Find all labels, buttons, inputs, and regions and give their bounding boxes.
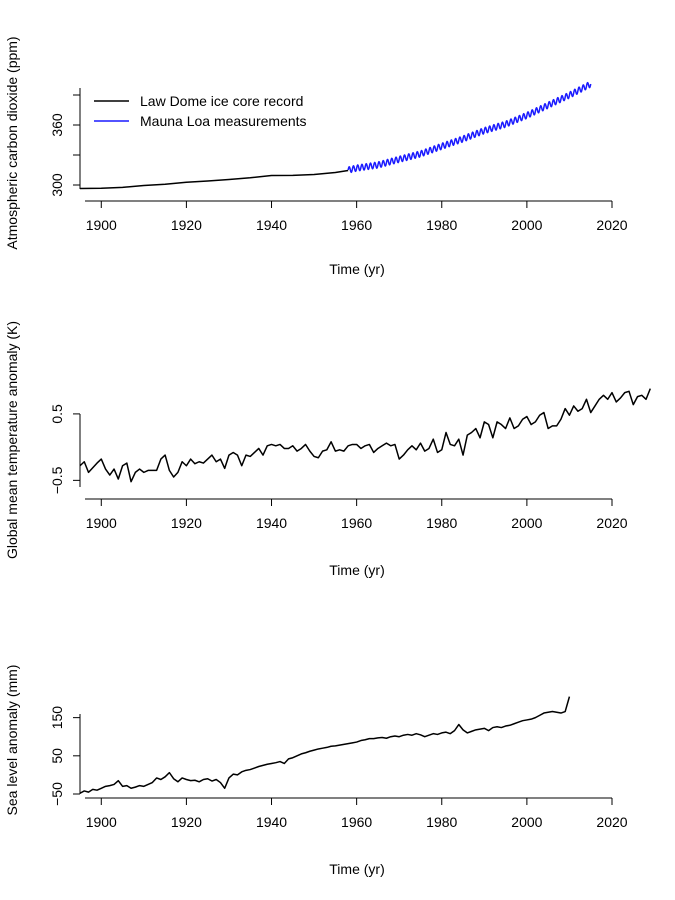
legend-label-mauna-loa: Mauna Loa measurements (140, 113, 307, 129)
temp-lines (79, 388, 651, 483)
co2-legend: Law Dome ice core record Mauna Loa measu… (94, 93, 307, 129)
co2-lines (79, 81, 592, 190)
sea-x-ticks: 1900 1920 1940 1960 1980 2000 2020 (86, 798, 628, 830)
sea-x-tick-label-2000: 2000 (511, 814, 542, 830)
temp-x-ticks: 1900 1920 1940 1960 1980 2000 2020 (86, 499, 628, 531)
sea-series-line-0 (79, 696, 571, 794)
co2-x-tick-label-1900: 1900 (86, 217, 117, 233)
co2-series-line-1 (347, 81, 592, 174)
co2-x-tick-label-1960: 1960 (341, 217, 372, 233)
co2-x-ticks: 1900 1920 1940 1960 1980 2000 2020 (86, 201, 628, 233)
co2-x-axis-title: Time (yr) (329, 261, 384, 277)
sea-y-tick-label-1: 50 (49, 748, 65, 764)
co2-y-ticks: 300 360 (49, 94, 80, 197)
temp-x-tick-label-2000: 2000 (511, 515, 542, 531)
temp-x-tick-label-1960: 1960 (341, 515, 372, 531)
co2-x-tick-label-1920: 1920 (171, 217, 202, 233)
legend-label-law-dome: Law Dome ice core record (140, 93, 303, 109)
sea-x-tick-label-2020: 2020 (596, 814, 627, 830)
co2-x-tick-label-2000: 2000 (511, 217, 542, 233)
temp-y-axis-title: Global mean temperature anomaly (K) (4, 321, 20, 559)
sea-y-ticks: −50 50 150 (49, 706, 80, 806)
co2-panel: 1900 1920 1940 1960 1980 2000 2020 300 360 Time… (4, 36, 628, 277)
co2-x-tick-label-1940: 1940 (256, 217, 287, 233)
sea-level-panel: 1900 1920 1940 1960 1980 2000 2020 −50 50 150 Ti… (4, 665, 628, 877)
co2-y-tick-label-2: 360 (49, 113, 65, 137)
co2-y-axis-title: Atmospheric carbon dioxide (ppm) (4, 36, 20, 249)
temp-x-tick-label-1940: 1940 (256, 515, 287, 531)
sea-x-axis-title: Time (yr) (329, 861, 384, 877)
temp-x-tick-label-1920: 1920 (171, 515, 202, 531)
temp-y-tick-label-0: −0.5 (49, 466, 65, 494)
co2-x-tick-label-2020: 2020 (596, 217, 627, 233)
sea-x-tick-label-1940: 1940 (256, 814, 287, 830)
co2-x-tick-label-1980: 1980 (426, 217, 457, 233)
sea-x-tick-label-1920: 1920 (171, 814, 202, 830)
co2-series-line-0 (79, 169, 349, 190)
temp-x-tick-label-1980: 1980 (426, 515, 457, 531)
sea-y-axis-title: Sea level anomaly (mm) (4, 665, 20, 816)
sea-x-tick-label-1900: 1900 (86, 814, 117, 830)
temp-x-tick-label-1900: 1900 (86, 515, 117, 531)
temperature-panel: 1900 1920 1940 1960 1980 2000 2020 −0.5 0.5 Tim… (4, 321, 651, 578)
sea-x-tick-label-1980: 1980 (426, 814, 457, 830)
temp-series-line-0 (79, 388, 651, 483)
temp-y-tick-label-1: 0.5 (49, 404, 65, 424)
sea-y-tick-label-2: 150 (49, 706, 65, 730)
sea-x-tick-label-1960: 1960 (341, 814, 372, 830)
temp-y-ticks: −0.5 0.5 (49, 404, 80, 494)
sea-lines (79, 696, 571, 794)
temp-x-tick-label-2020: 2020 (596, 515, 627, 531)
sea-y-tick-label-0: −50 (49, 782, 65, 806)
temp-x-axis-title: Time (yr) (329, 562, 384, 578)
co2-y-tick-label-0: 300 (49, 173, 65, 197)
